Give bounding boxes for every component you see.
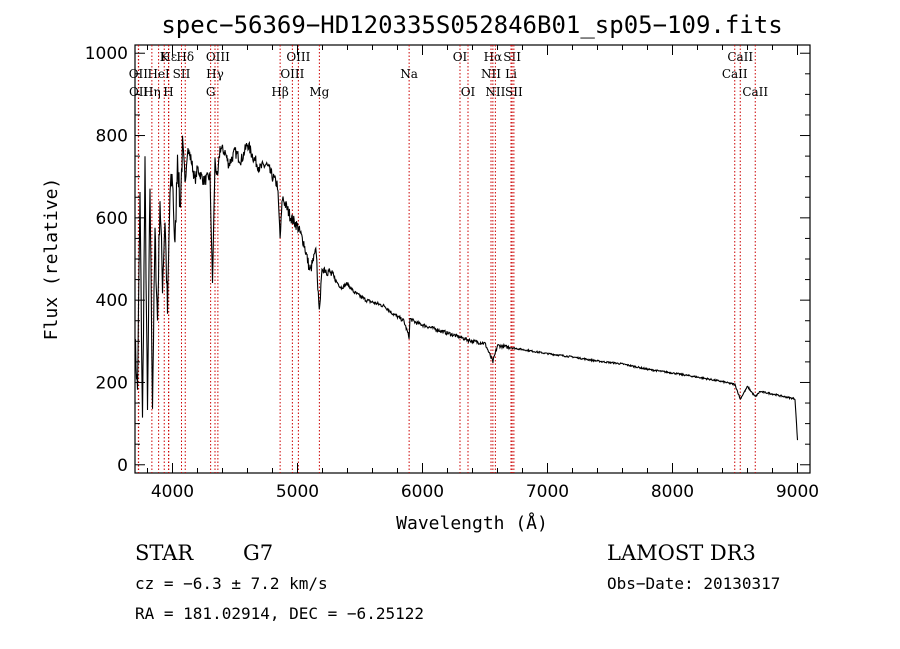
line-label: K [160, 50, 170, 64]
x-axis-label: Wavelength (Å) [396, 512, 548, 534]
line-label: Li [505, 67, 517, 81]
line-label: NII [485, 85, 505, 99]
line-label: OIII [280, 67, 304, 81]
line-label: CaII [722, 67, 748, 81]
object-subclass: G7 [243, 541, 274, 565]
line-label: CaII [742, 85, 768, 99]
y-tick-label: 0 [117, 456, 128, 476]
coordinates: RA = 181.02914, DEC = −6.25122 [135, 604, 424, 623]
line-label: Mg [309, 85, 329, 99]
line-label: OIII [206, 50, 230, 64]
observation-date: Obs−Date: 20130317 [607, 574, 781, 593]
line-label: OI [461, 85, 476, 99]
line-label: CaII [727, 50, 753, 64]
object-class: STAR [135, 541, 194, 565]
line-label: Na [400, 67, 418, 81]
line-label: OII [129, 85, 149, 99]
line-label: G [206, 85, 216, 99]
x-tick-label: 9000 [776, 482, 819, 502]
line-label: OIII [286, 50, 310, 64]
x-tick-label: 6000 [401, 482, 444, 502]
y-tick-label: 400 [96, 291, 128, 311]
line-label: H [163, 85, 173, 99]
x-tick-label: 4000 [151, 482, 194, 502]
survey-name: LAMOST DR3 [607, 541, 756, 565]
y-tick-label: 800 [96, 127, 128, 147]
line-label: SII [505, 85, 523, 99]
y-tick-label: 200 [96, 373, 128, 393]
line-label: HeI [147, 67, 170, 81]
redshift-cz: cz = −6.3 ± 7.2 km/s [135, 574, 328, 593]
line-label: SII [173, 67, 191, 81]
y-axis-label: Flux (relative) [41, 178, 62, 341]
x-tick-label: 5000 [276, 482, 319, 502]
line-label: Hβ [271, 85, 288, 99]
line-label: Hγ [206, 67, 224, 81]
y-tick-label: 1000 [85, 44, 128, 64]
axis-ticks: 4000 5000 6000 7000 8000 9000 0 200 400 600 800 100… [85, 44, 819, 502]
line-label: Hα [484, 50, 503, 64]
x-tick-label: 8000 [651, 482, 694, 502]
flux-series-line [134, 135, 799, 441]
x-tick-label: 7000 [526, 482, 569, 502]
line-label: Hη [143, 85, 161, 99]
plot-frame [134, 44, 811, 474]
chart-title: spec−56369−HD120335S052846B01_sp05−109.f… [161, 11, 782, 39]
line-label: OI [453, 50, 468, 64]
line-label: NII [481, 67, 501, 81]
y-tick-label: 600 [96, 209, 128, 229]
line-label: Hδ [176, 50, 194, 64]
line-label: SII [503, 50, 521, 64]
